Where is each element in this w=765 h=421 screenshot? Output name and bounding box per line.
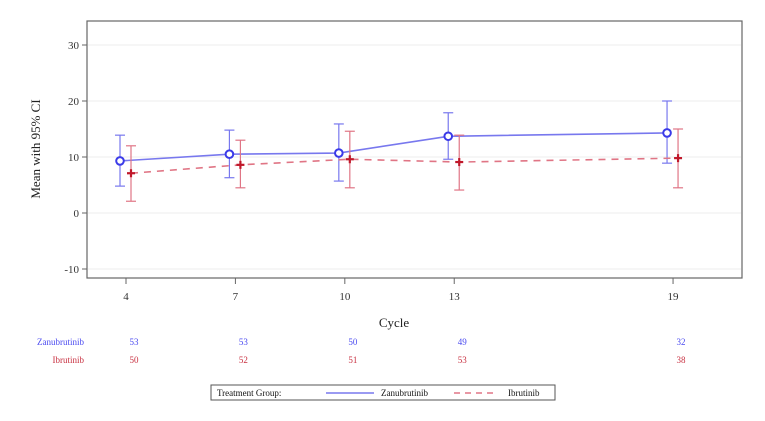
y-axis-title: Mean with 95% CI	[28, 99, 43, 198]
legend-label-ibrutinib: Ibrutinib	[508, 388, 540, 398]
x-tick-label: 7	[233, 291, 239, 303]
risk-value: 50	[348, 337, 358, 347]
y-tick-label: 20	[68, 96, 80, 108]
y-tick-label: 0	[74, 208, 80, 220]
data-point-circle	[662, 128, 672, 138]
risk-value: 49	[458, 337, 468, 347]
risk-value: 52	[239, 355, 248, 365]
series-zanubrutinib	[115, 100, 673, 187]
legend-box	[210, 384, 556, 401]
x-tick-label: 13	[449, 291, 461, 303]
x-axis-title: Cycle	[379, 315, 410, 330]
risk-value: 32	[677, 337, 686, 347]
legend: Treatment Group: Zanubrutinib Ibrutinib	[210, 384, 556, 401]
data-point-circle	[443, 131, 454, 142]
x-tick-label: 19	[668, 291, 680, 303]
risk-value: 51	[348, 355, 357, 365]
y-tick-label: -10	[64, 264, 79, 276]
plot-frame	[86, 20, 743, 279]
y-tick-label: 30	[68, 40, 80, 52]
series-line	[130, 157, 679, 175]
risk-row-label: Zanubrutinib	[37, 337, 84, 347]
y-tick-label: 10	[68, 152, 80, 164]
x-axis: 4 7 10 13 19	[123, 278, 679, 303]
data-series	[115, 100, 684, 202]
x-tick-label: 10	[339, 291, 351, 303]
data-point-circle	[224, 149, 235, 159]
risk-value: 53	[458, 355, 468, 365]
data-point-circle	[115, 156, 125, 166]
series-ibrutinib	[126, 128, 684, 202]
y-axis: 30 20 10 0 -10	[64, 40, 87, 276]
risk-table: Zanubrutinib 53 53 50 49 32 Ibrutinib 50 52 51 53 3…	[37, 337, 686, 365]
legend-title: Treatment Group:	[217, 388, 281, 398]
risk-value: 53	[130, 337, 140, 347]
data-point-circle	[334, 148, 344, 158]
risk-value: 38	[677, 355, 687, 365]
x-tick-label: 4	[123, 291, 129, 303]
risk-value: 50	[130, 355, 140, 365]
risk-row-label: Ibrutinib	[53, 355, 85, 365]
risk-value: 53	[239, 337, 249, 347]
legend-label-zanubrutinib: Zanubrutinib	[381, 388, 428, 398]
